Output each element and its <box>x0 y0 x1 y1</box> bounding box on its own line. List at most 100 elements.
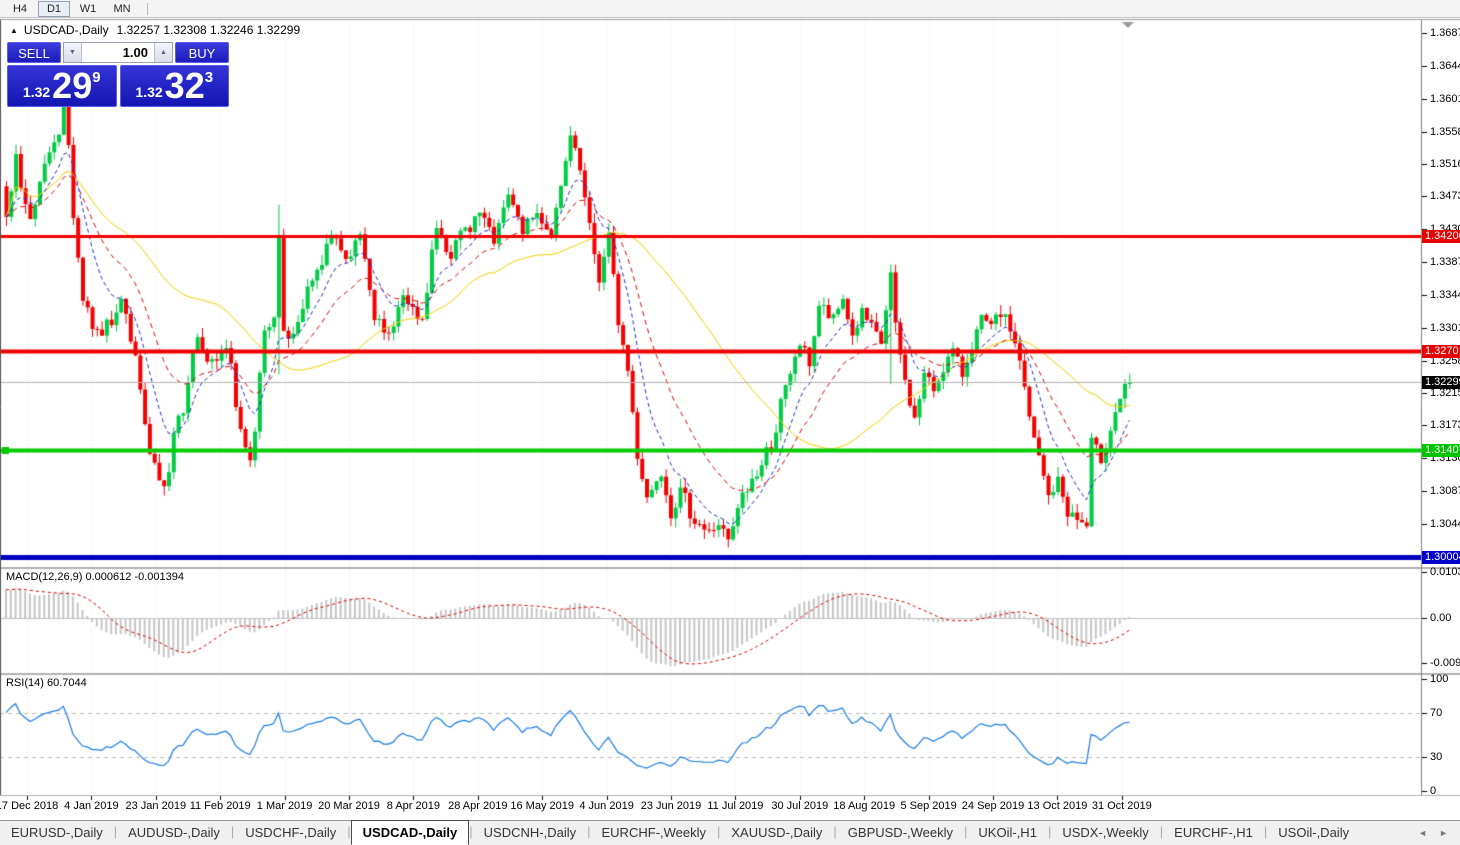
sell-button[interactable]: SELL <box>7 42 61 63</box>
price-marker-1-32299: 1.32299 <box>1422 375 1460 389</box>
tab-ukoil-h1[interactable]: UKOil-,H1 <box>978 825 1037 840</box>
tab-eurchf-h1[interactable]: EURCHF-,H1 <box>1174 825 1253 840</box>
macd-indicator-label: MACD(12,26,9) 0.000612 -0.001394 <box>6 571 184 583</box>
price-marker-1-30004: 1.30004 <box>1422 550 1460 564</box>
date-tick-label: 4 Jan 2019 <box>64 800 119 812</box>
price-marker-1-34206: 1.34206 <box>1422 229 1460 243</box>
volume-increase-icon[interactable]: ▲ <box>154 43 172 62</box>
date-tick-label: 31 Oct 2019 <box>1091 800 1152 812</box>
price-tick-label: 1.30440 <box>1430 517 1460 530</box>
timeframe-button-mn[interactable]: MN <box>113 2 131 15</box>
volume-input[interactable]: 1.00 <box>82 43 154 62</box>
buy-price-box[interactable]: 1.32 32 3 <box>119 65 229 107</box>
date-tick-label: 17 Dec 2018 <box>0 800 59 812</box>
date-tick-label: 11 Jul 2019 <box>707 800 764 812</box>
tab-eurusd-daily[interactable]: EURUSD-,Daily <box>11 825 103 840</box>
tab-separator: | <box>833 824 837 839</box>
tabs-scroll-left-icon[interactable]: ◄ <box>1418 828 1428 838</box>
price-marker-1-31407: 1.31407 <box>1422 443 1460 457</box>
price-tick-label: 1.36440 <box>1430 59 1460 72</box>
volume-stepper: ▼ 1.00 ▲ <box>63 42 173 63</box>
date-tick-label: 11 Feb 2019 <box>189 800 251 812</box>
rsi-axis-label: 70 <box>1430 706 1443 719</box>
buy-button[interactable]: BUY <box>175 42 229 63</box>
date-tick-label: 20 Mar 2019 <box>318 800 380 812</box>
price-tick-label: 1.33010 <box>1430 321 1460 334</box>
toolbar-separator <box>147 2 148 15</box>
timeframe-button-w1[interactable]: W1 <box>79 2 97 15</box>
rsi-axis-label: 0 <box>1430 785 1437 797</box>
tab-separator: | <box>1263 824 1268 839</box>
date-tick-label: 30 Jul 2019 <box>771 800 829 812</box>
chart-header: ▲ USDCAD-,Daily 1.32257 1.32308 1.32246 … <box>10 23 300 37</box>
timeframe-toolbar: H4 D1 W1 MN <box>0 0 1460 18</box>
buy-price-big: 32 <box>164 65 205 106</box>
chart-quote-ohlc: 1.32257 1.32308 1.32246 1.32299 <box>116 23 301 37</box>
date-tick-label: 8 Apr 2019 <box>386 800 440 812</box>
trade-panel-price-row: 1.32 29 9 1.32 32 3 <box>7 65 229 107</box>
trade-panel-top-row: SELL ▼ 1.00 ▲ BUY <box>7 42 229 63</box>
price-tick-label: 1.34730 <box>1430 190 1460 203</box>
tab-usdx-weekly[interactable]: USDX-,Weekly <box>1062 825 1149 840</box>
price-tick-label: 1.30870 <box>1430 485 1460 498</box>
price-tick-label: 1.32150 <box>1430 387 1460 400</box>
date-tick-label: 24 Sep 2019 <box>961 800 1025 812</box>
collapse-panel-icon[interactable]: ▲ <box>10 25 18 35</box>
macd-axis-label: -0.009203 <box>1430 657 1460 669</box>
macd-axis-label: 0.010311 <box>1430 566 1460 578</box>
tab-usdcad-daily[interactable]: USDCAD-,Daily <box>350 820 470 845</box>
tab-usoil-daily[interactable]: USOil-,Daily <box>1278 825 1350 840</box>
tab-usdchf-daily[interactable]: USDCHF-,Daily <box>245 825 337 840</box>
date-tick-label: 13 Oct 2019 <box>1027 800 1088 812</box>
date-tick-label: 23 Jan 2019 <box>125 800 187 812</box>
price-tick-label: 1.31730 <box>1430 419 1460 432</box>
tab-separator: | <box>717 824 721 839</box>
rsi-indicator-label: RSI(14) 60.7044 <box>6 677 87 689</box>
sell-price-box[interactable]: 1.32 29 9 <box>7 65 117 107</box>
date-tick-label: 5 Sep 2019 <box>900 800 957 812</box>
price-tick-label: 1.35160 <box>1430 157 1460 170</box>
date-tick-label: 16 May 2019 <box>510 800 574 812</box>
tab-separator: | <box>230 824 235 839</box>
tab-separator: | <box>469 824 473 839</box>
macd-axis-label: 0.00 <box>1430 612 1452 624</box>
price-tick-label: 1.36010 <box>1430 92 1460 105</box>
tab-scroll-arrows: ◄ ► <box>1418 821 1460 845</box>
tab-xauusd-daily[interactable]: XAUUSD-,Daily <box>731 825 823 840</box>
sell-price-pip: 9 <box>92 69 101 86</box>
date-tick-label: 1 Mar 2019 <box>256 800 313 812</box>
tab-separator: | <box>1047 824 1052 839</box>
buy-price-pip: 3 <box>204 69 214 86</box>
one-click-trade-panel: SELL ▼ 1.00 ▲ BUY 1.32 29 9 1.32 32 3 <box>7 42 229 107</box>
buy-price-prefix: 1.32 <box>135 84 163 100</box>
rsi-axis-label: 100 <box>1430 673 1449 685</box>
tab-separator: | <box>347 824 351 839</box>
timeframe-button-h4[interactable]: H4 <box>12 2 28 15</box>
price-tick-label: 1.35580 <box>1430 125 1460 138</box>
tab-separator: | <box>587 824 591 839</box>
tab-separator: | <box>113 824 118 839</box>
volume-decrease-icon[interactable]: ▼ <box>64 43 82 62</box>
chart-symbol-title: USDCAD-,Daily <box>23 23 109 37</box>
tab-audusd-daily[interactable]: AUDUSD-,Daily <box>128 825 220 840</box>
date-tick-label: 23 Jun 2019 <box>640 800 702 812</box>
price-tick-label: 1.33870 <box>1430 256 1460 269</box>
date-tick-label: 28 Apr 2019 <box>448 800 508 812</box>
tab-separator: | <box>1159 824 1164 839</box>
tab-separator: | <box>964 824 968 839</box>
sell-price-big: 29 <box>52 65 93 106</box>
rsi-axis-label: 30 <box>1430 751 1443 764</box>
date-tick-label: 4 Jun 2019 <box>579 800 634 812</box>
tab-gbpusd-weekly[interactable]: GBPUSD-,Weekly <box>847 825 954 840</box>
tab-eurchf-weekly[interactable]: EURCHF-,Weekly <box>601 825 707 840</box>
date-tick-label: 18 Aug 2019 <box>833 800 896 812</box>
sell-price-prefix: 1.32 <box>22 84 51 100</box>
timeframe-button-d1[interactable]: D1 <box>38 0 70 17</box>
symbol-tab-bar: EURUSD-,Daily | AUDUSD-,Daily | USDCHF-,Dail… <box>0 820 1460 845</box>
tabs-scroll-right-icon[interactable]: ► <box>1439 828 1448 838</box>
price-tick-label: 1.36870 <box>1430 27 1460 39</box>
tab-usdcnh-daily[interactable]: USDCNH-,Daily <box>483 825 577 840</box>
